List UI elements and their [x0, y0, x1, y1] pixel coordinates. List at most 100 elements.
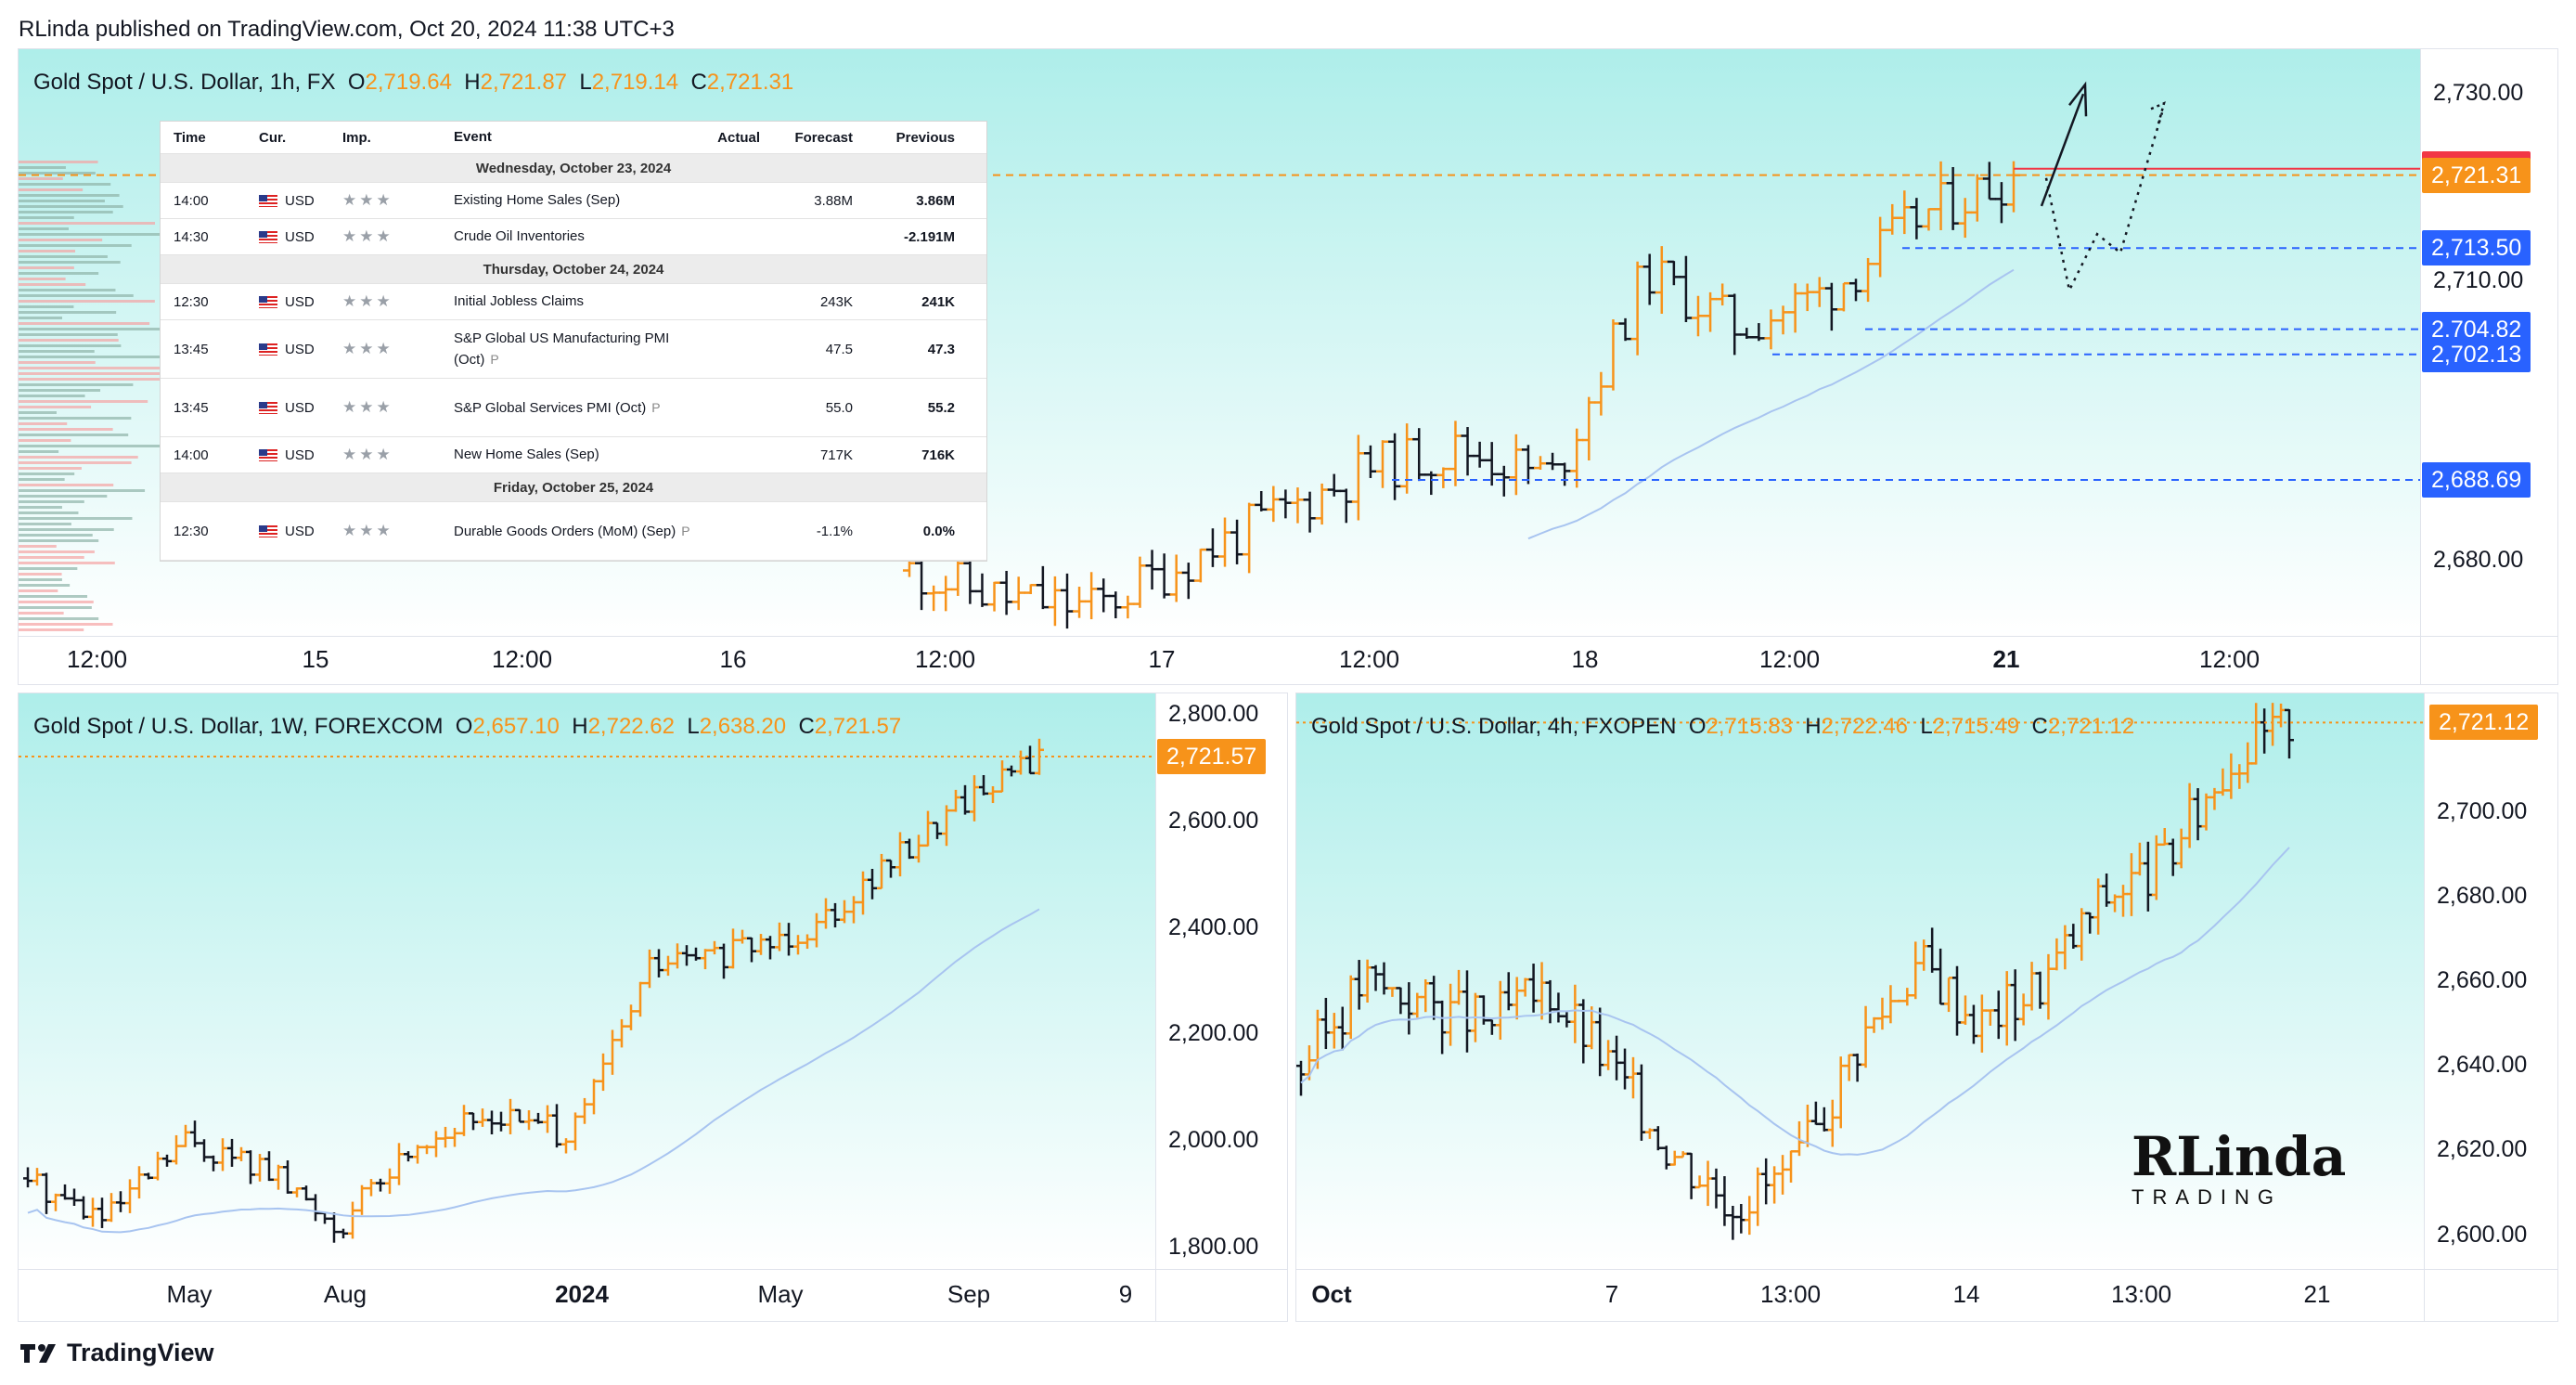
volume-profile-bar — [19, 595, 88, 598]
ohlc-bar — [2251, 703, 2261, 765]
ohlc-bar — [1745, 1196, 1755, 1236]
y-tick-label: 2,640.00 — [2437, 1052, 2528, 1079]
arrow-head-icon — [2068, 81, 2088, 117]
ohlc-bar — [1703, 1160, 1713, 1207]
ohlc-bar — [561, 1138, 571, 1154]
event-name: Crude Oil Inventories — [454, 227, 693, 247]
close-value: 2,721.57 — [814, 714, 902, 739]
ohlc-bar — [441, 1126, 450, 1148]
ohlc-bar — [1694, 1175, 1705, 1189]
preliminary-icon: P — [490, 351, 499, 367]
y-axis-1w[interactable] — [1156, 693, 1287, 1269]
currency-code: USD — [285, 447, 315, 463]
ohlc-bar — [1388, 433, 1402, 500]
currency-code: USD — [285, 523, 315, 539]
close-value: 2,721.31 — [706, 70, 794, 95]
ohlc-bar — [951, 789, 960, 812]
ohlc-bar — [1521, 445, 1535, 485]
volume-profile-bar — [19, 612, 64, 615]
ohlc-bar — [1485, 442, 1499, 486]
ohlc-bar — [923, 810, 933, 848]
volume-profile-bar — [19, 239, 103, 241]
ohlc-bar — [1678, 1151, 1688, 1158]
x-axis-1h[interactable] — [19, 636, 2420, 684]
ohlc-bar — [478, 1108, 487, 1127]
ohlc-bar — [431, 1131, 441, 1158]
ohlc-bar — [2060, 925, 2070, 970]
volume-profile-bar — [19, 188, 84, 191]
ohlc-bar — [1874, 216, 1887, 278]
ohlc-bar — [97, 1197, 107, 1228]
ohlc-bar — [320, 1211, 329, 1224]
ohlc-bar — [793, 935, 803, 955]
ohlc-bar — [339, 1228, 348, 1239]
volume-profile-bar — [19, 617, 99, 620]
ohlc-bar — [1927, 927, 1938, 973]
volume-profile-bar — [19, 333, 118, 336]
ohlc-bar — [2151, 835, 2161, 900]
event-title: Durable Goods Orders (MoM) (Sep) — [454, 523, 676, 539]
x-tick-label: 21 — [2303, 1280, 2331, 1308]
ohlc-bar — [1025, 745, 1035, 775]
event-previous: 241K — [921, 293, 955, 310]
ohlc-bar — [1073, 587, 1087, 618]
ohlc-bar — [1424, 471, 1438, 496]
ohlc-bar — [840, 900, 849, 924]
ohlc-bar — [2176, 828, 2186, 869]
x-tick-label: Oct — [1311, 1280, 1352, 1308]
ohlc-bar — [367, 1179, 376, 1197]
chart-panel-1w[interactable]: Gold Spot / U.S. Dollar, 1W, FOREXCOM O2… — [18, 692, 1288, 1322]
ohlc-bar — [998, 760, 1007, 793]
ohlc-bar — [1454, 969, 1464, 1005]
ohlc-bar — [1752, 323, 1766, 342]
ohlc-bar — [496, 1111, 506, 1132]
ohlc-bar — [264, 1151, 274, 1182]
ohlc-bar — [1362, 959, 1372, 1003]
rlinda-logo: RLinda TRADING — [2132, 1130, 2354, 1213]
ohlc-bar — [404, 1151, 413, 1162]
volume-profile-bar — [19, 294, 134, 297]
tradingview-footer[interactable]: TradingView — [19, 1339, 214, 1367]
importance-stars-icon: ★★★ — [342, 522, 393, 539]
ohlc-bar — [1473, 441, 1487, 468]
ohlc-bar — [1461, 427, 1475, 476]
ohlc-bar — [2035, 971, 2045, 1009]
plot-area-4h[interactable] — [1296, 693, 2424, 1269]
volume-profile-bar — [19, 350, 95, 353]
ohlc-bar — [543, 1105, 552, 1133]
ohlc-bar — [2052, 938, 2062, 971]
ohlc-bar — [1346, 975, 1356, 1040]
ohlc-bar — [32, 1168, 42, 1186]
ohlc-bar — [1661, 1146, 1671, 1170]
calendar-day-row: Thursday, October 24, 2024 — [161, 255, 986, 284]
ohlc-bar — [1011, 576, 1025, 611]
event-title: Crude Oil Inventories — [454, 228, 585, 244]
x-axis-4h[interactable] — [1296, 1269, 2424, 1321]
economic-calendar: Time Cur. Imp. Event Actual Forecast Pre… — [160, 121, 987, 562]
ohlc-bar — [1133, 556, 1147, 608]
ohlc-bar — [1512, 977, 1522, 1020]
ohlc-bar — [1753, 1167, 1763, 1226]
col-event: Event — [454, 129, 492, 145]
volume-profile-bar — [19, 584, 71, 587]
ohlc-bar — [1230, 519, 1244, 564]
ohlc-bar — [2226, 753, 2236, 799]
low-value: 2,719.14 — [591, 70, 679, 95]
symbol-label: Gold Spot / U.S. Dollar, 4h, FXOPEN — [1311, 714, 1677, 739]
x-tick-label: 13:00 — [1760, 1280, 1822, 1308]
tradingview-logo-icon — [20, 1343, 56, 1363]
volume-profile-bar — [19, 177, 63, 180]
volume-profile-bar — [19, 356, 166, 358]
calendar-event-row: 14:00 USD ★★★ Existing Home Sales (Sep) 3.88… — [161, 183, 986, 219]
ohlc-bar — [1630, 261, 1644, 356]
ohlc-bar — [1446, 983, 1456, 1046]
event-name: New Home Sales (Sep) — [454, 445, 693, 465]
ohlc-bar — [1736, 1203, 1746, 1234]
ohlc-bar — [1255, 491, 1269, 511]
chart-panel-4h[interactable]: Gold Spot / U.S. Dollar, 4h, FXOPEN O2,7… — [1295, 692, 2558, 1322]
ohlc-bar — [1379, 962, 1389, 995]
ohlc-bar — [1877, 997, 1887, 1030]
y-tick-label: 2,710.00 — [2433, 266, 2524, 293]
ohlc-bar — [1462, 970, 1472, 1053]
ohlc-bar — [181, 1124, 190, 1147]
